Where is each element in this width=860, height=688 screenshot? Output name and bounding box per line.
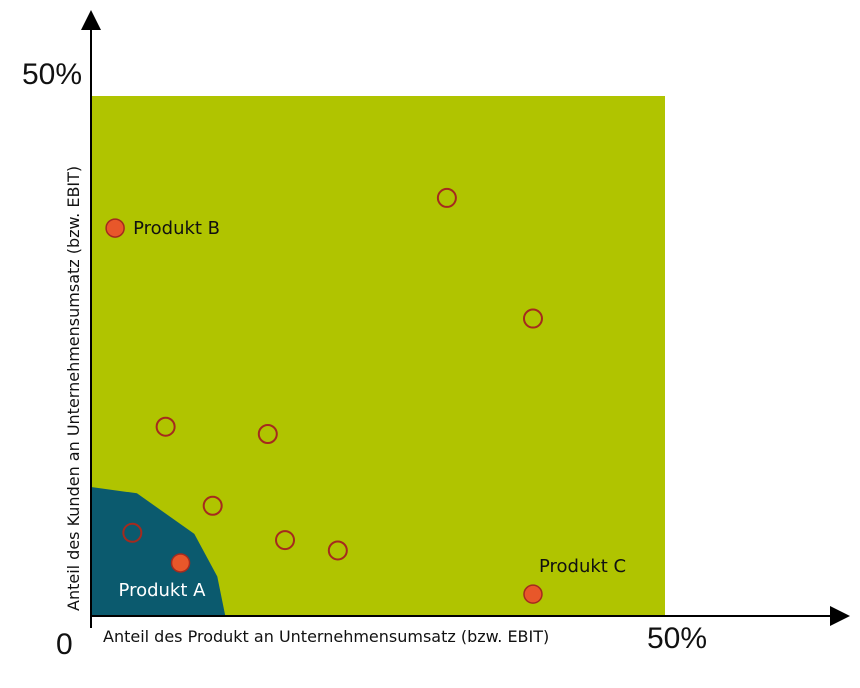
- data-point: [122, 522, 143, 543]
- data-point: [522, 308, 543, 329]
- data-point: [257, 424, 278, 444]
- point-label: Produkt B: [133, 218, 220, 239]
- data-point: [327, 540, 348, 561]
- y-max-label: 50%: [22, 58, 82, 91]
- data-point: [155, 416, 176, 437]
- data-point: [436, 187, 457, 208]
- x-axis-label: Anteil des Produkt an Unternehmensumsatz…: [103, 627, 549, 646]
- x-max-label: 50%: [647, 622, 707, 655]
- points-layer: Produkt A Produkt B Produkt C: [105, 187, 626, 604]
- point-label: Produkt A: [119, 580, 207, 601]
- highlighted-point: [523, 584, 543, 604]
- data-point: [202, 495, 223, 516]
- low-share-zone: [91, 487, 226, 616]
- highlighted-point: [170, 553, 191, 573]
- y-axis-label: Anteil des Kunden an Unternehmensumsatz …: [64, 166, 83, 611]
- point-label: Produkt C: [539, 556, 626, 577]
- highlighted-point: [105, 218, 125, 238]
- origin-label: 0: [56, 628, 73, 661]
- data-point: [275, 530, 296, 551]
